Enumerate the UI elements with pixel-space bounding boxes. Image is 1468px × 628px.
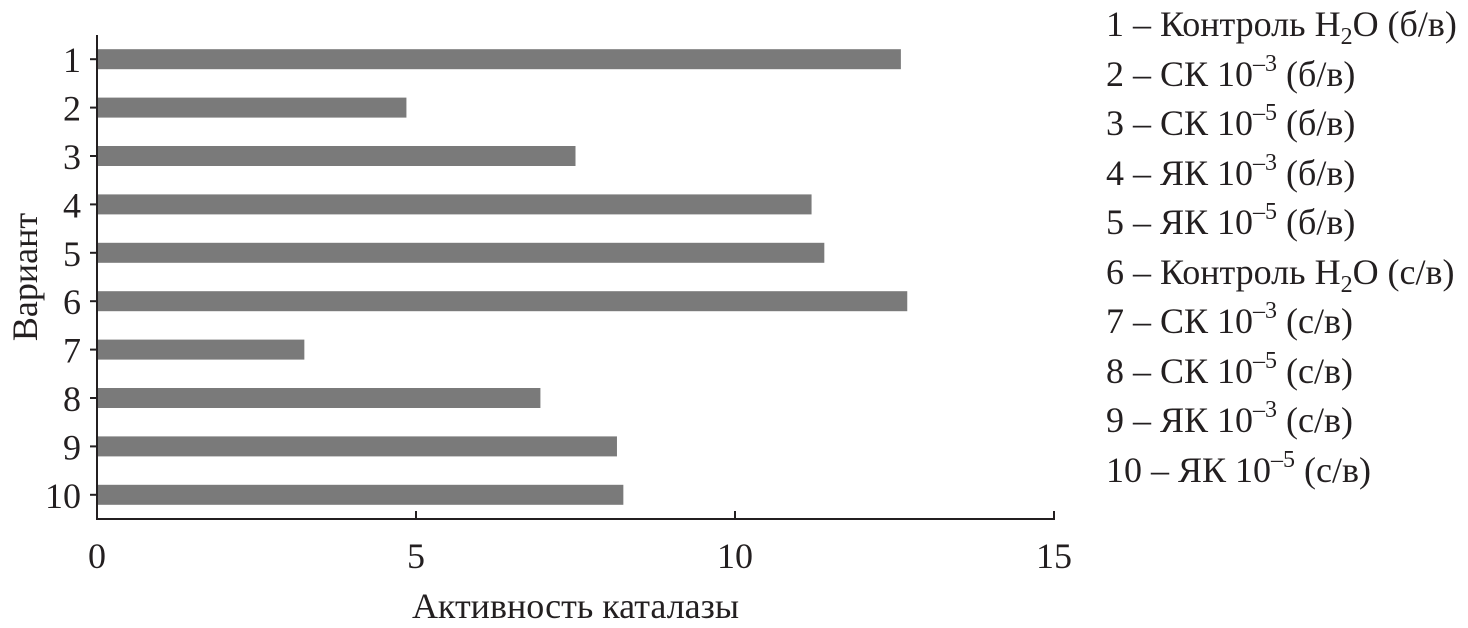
bar-6 xyxy=(97,291,908,312)
bar-3 xyxy=(97,146,576,166)
bar-5 xyxy=(97,242,825,263)
labels-group: Активность каталазы Вариант xyxy=(5,213,739,626)
legend-item-6: 6 – Контроль H2O (с/в) xyxy=(1106,251,1455,298)
bar-1 xyxy=(97,49,901,70)
x-tick-label-10: 10 xyxy=(717,536,753,576)
y-tick-label-10: 10 xyxy=(45,476,81,516)
y-tick-label-9: 9 xyxy=(63,427,81,467)
legend: 1 – Контроль H2O (б/в) 2 – СК 10–3 (б/в) 3… xyxy=(1106,0,1466,495)
y-tick-label-6: 6 xyxy=(63,282,81,322)
legend-item-5: 5 – ЯК 10–5 (б/в) xyxy=(1106,199,1356,242)
x-tick-label-0: 0 xyxy=(88,536,106,576)
y-tick-label-5: 5 xyxy=(63,234,81,274)
y-tick-label-4: 4 xyxy=(63,185,81,225)
bar-2 xyxy=(97,97,407,118)
legend-item-7: 7 – СК 10–3 (с/в) xyxy=(1106,298,1353,341)
x-axis-label: Активность каталазы xyxy=(412,586,739,626)
y-tick-label-7: 7 xyxy=(63,331,81,371)
bar-7 xyxy=(97,339,305,360)
x-tick-label-15: 15 xyxy=(1036,536,1072,576)
legend-item-2: 2 – СК 10–3 (б/в) xyxy=(1106,50,1356,94)
bar-10 xyxy=(97,484,624,505)
bar-4 xyxy=(97,194,812,215)
y-tick-label-2: 2 xyxy=(63,89,81,129)
y-tick-label-3: 3 xyxy=(63,137,81,177)
bar-9 xyxy=(97,436,617,457)
legend-item-9: 9 – ЯК 10–3 (с/в) xyxy=(1106,397,1353,440)
bar-8 xyxy=(97,388,541,408)
legend-item-10: 10 – ЯК 10–5 (с/в) xyxy=(1106,446,1371,490)
y-tick-label-1: 1 xyxy=(63,40,81,80)
x-tick-label-5: 5 xyxy=(407,536,425,576)
legend-item-3: 3 – СК 10–5 (б/в) xyxy=(1106,100,1356,143)
legend-item-8: 8 – СК 10–5 (с/в) xyxy=(1106,347,1353,391)
legend-item-1: 1 – Контроль H2O (б/в) xyxy=(1106,4,1457,50)
legend-item-4: 4 – ЯК 10–3 (б/в) xyxy=(1106,149,1356,193)
y-axis-label: Вариант xyxy=(5,213,45,342)
bars-group xyxy=(97,49,908,505)
y-tick-label-8: 8 xyxy=(63,379,81,419)
